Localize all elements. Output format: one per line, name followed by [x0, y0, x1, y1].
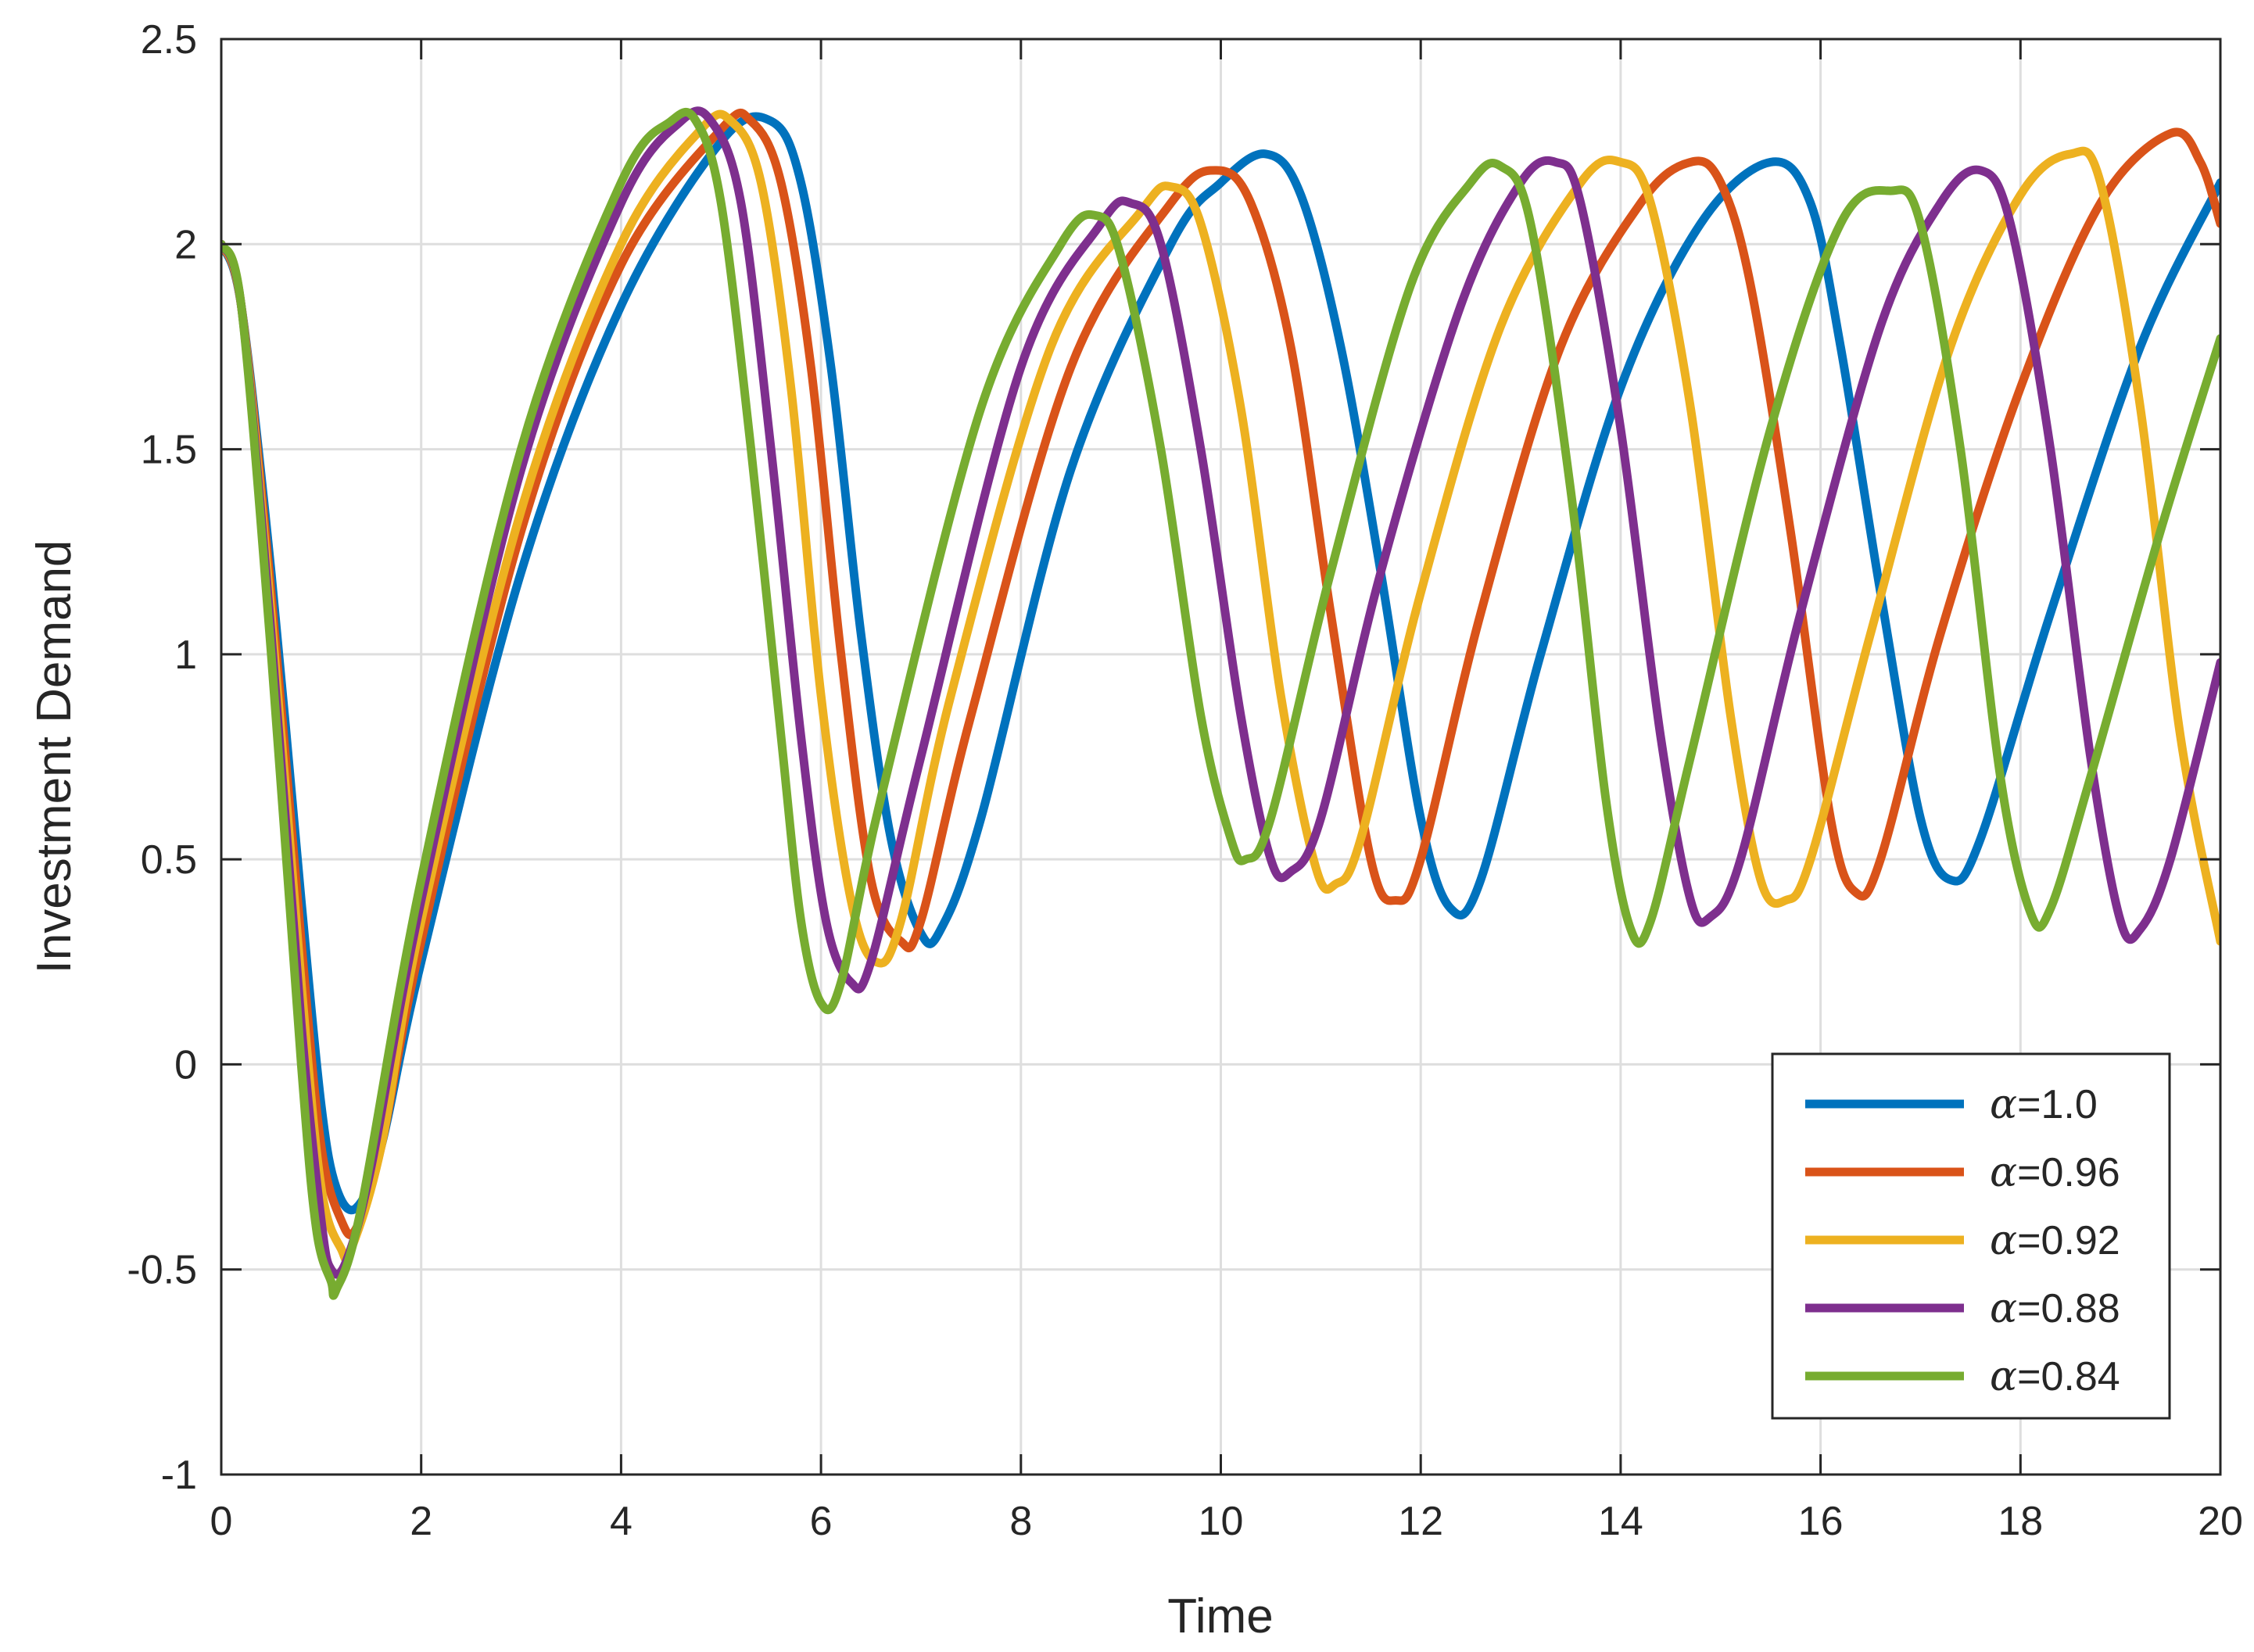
y-tick-label: 2.5 [141, 17, 197, 63]
x-tick-label: 2 [410, 1499, 432, 1544]
x-axis-label: Time [1167, 1589, 1273, 1643]
y-tick-label: -0.5 [127, 1248, 197, 1293]
legend: α=1.0α=0.96α=0.92α=0.88α=0.84 [1771, 1052, 2171, 1420]
legend-value: =0.96 [2017, 1150, 2120, 1195]
y-tick-label: 1.5 [141, 428, 197, 473]
legend-alpha-symbol: α [1990, 1285, 2017, 1332]
y-tick-labels: -1 -0.5 0 0.5 1 1.5 2 2.5 [127, 17, 197, 1498]
y-axis-label: Investment Demand [27, 540, 81, 974]
legend-entry: α=0.84 [1990, 1353, 2120, 1400]
legend-entry: α=0.96 [1990, 1149, 2120, 1196]
y-tick-label: 0.5 [141, 837, 197, 883]
legend-alpha-symbol: α [1990, 1081, 2017, 1128]
x-tick-label: 0 [210, 1499, 233, 1544]
legend-alpha-symbol: α [1990, 1217, 2017, 1264]
legend-value: =1.0 [2017, 1082, 2098, 1127]
x-tick-label: 8 [1009, 1499, 1032, 1544]
x-tick-label: 16 [1798, 1499, 1844, 1544]
legend-alpha-symbol: α [1990, 1149, 2017, 1196]
x-tick-label: 20 [2198, 1499, 2243, 1544]
x-tick-label: 12 [1398, 1499, 1443, 1544]
y-tick-label: 2 [174, 222, 197, 267]
x-tick-label: 10 [1199, 1499, 1244, 1544]
x-tick-label: 14 [1598, 1499, 1643, 1544]
legend-entry: α=0.88 [1990, 1285, 2120, 1332]
series-layer [221, 106, 2220, 1300]
legend-value: =0.92 [2017, 1218, 2120, 1263]
legend-value: =0.84 [2017, 1354, 2120, 1399]
y-tick-label: -1 [161, 1453, 197, 1498]
x-tick-label: 6 [810, 1499, 833, 1544]
y-tick-label: 1 [174, 632, 197, 678]
legend-entry: α=0.92 [1990, 1217, 2120, 1264]
legend-value: =0.88 [2017, 1286, 2120, 1331]
x-tick-labels: 0 2 4 6 8 10 12 14 16 18 20 [210, 1499, 2243, 1544]
x-tick-label: 18 [1998, 1499, 2043, 1544]
x-tick-label: 4 [610, 1499, 632, 1544]
legend-entry: α=1.0 [1990, 1081, 2098, 1128]
y-tick-label: 0 [174, 1042, 197, 1088]
axis-ticks [220, 38, 2222, 1476]
series-line-5 [221, 107, 2220, 1300]
legend-alpha-symbol: α [1990, 1353, 2017, 1400]
